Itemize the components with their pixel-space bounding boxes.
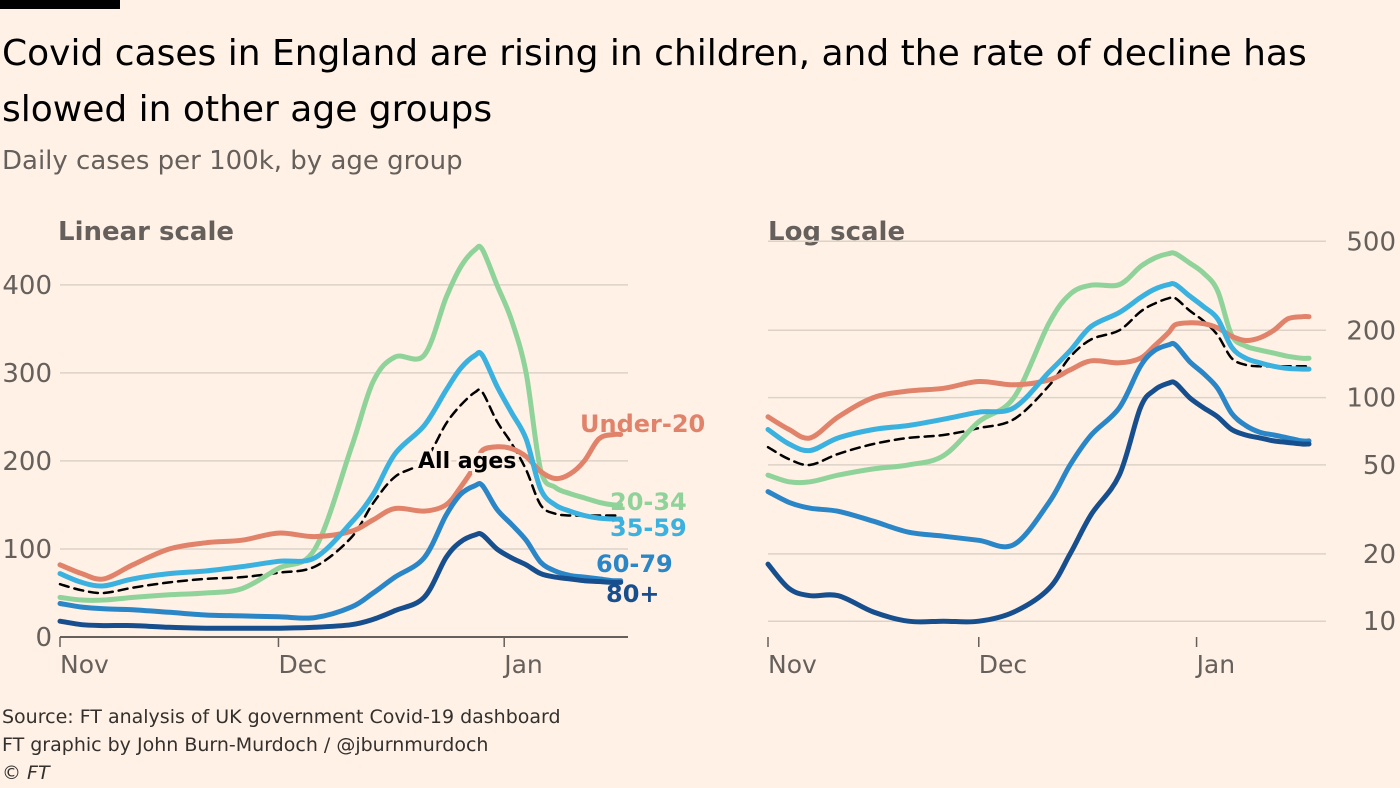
chart-subtitle: Daily cases per 100k, by age group bbox=[2, 146, 463, 176]
source-note: Source: FT analysis of UK government Cov… bbox=[2, 706, 561, 728]
series-line-a80plus bbox=[57, 531, 624, 631]
y-tick-label: 400 bbox=[2, 271, 52, 301]
ft-top-bar bbox=[0, 0, 120, 9]
x-tick-label: Nov bbox=[60, 650, 109, 679]
x-tick-label: Dec bbox=[278, 650, 326, 679]
x-tick-label: Dec bbox=[979, 650, 1027, 679]
series-line-a20_34 bbox=[57, 243, 624, 603]
series-line-a60_79 bbox=[57, 480, 624, 621]
y-tick-label: 200 bbox=[2, 447, 52, 477]
copyright-note: © FT bbox=[2, 762, 50, 784]
x-tick-label: Jan bbox=[1195, 650, 1236, 679]
y-tick-label: 20 bbox=[1363, 540, 1396, 570]
series-label-a35_59: 35-59 bbox=[610, 514, 687, 542]
y-tick-label: 300 bbox=[2, 359, 52, 389]
y-tick-label: 100 bbox=[2, 535, 52, 565]
y-tick-label: 10 bbox=[1363, 607, 1396, 637]
y-tick-label: 500 bbox=[1346, 227, 1396, 257]
series-label-a80plus: 80+ bbox=[606, 580, 660, 608]
series-label-a60_79: 60-79 bbox=[596, 550, 673, 578]
y-tick-label: 0 bbox=[35, 623, 52, 653]
x-tick-label: Nov bbox=[768, 650, 817, 679]
series-line-all_ages bbox=[58, 388, 622, 595]
series-label-all_ages: All ages bbox=[418, 449, 516, 474]
chart-title: Covid cases in England are rising in chi… bbox=[2, 33, 1307, 130]
panel-title-1: Log scale bbox=[768, 217, 905, 247]
series-label-under20: Under-20 bbox=[580, 410, 705, 438]
series-line-a80plus bbox=[765, 379, 1312, 625]
series-line-all_ages bbox=[766, 295, 1311, 467]
y-tick-label: 100 bbox=[1346, 384, 1396, 414]
series-line-a60_79 bbox=[765, 340, 1312, 550]
series-line-under20 bbox=[765, 314, 1312, 441]
credit-note: FT graphic by John Burn-Murdoch / @jburn… bbox=[2, 734, 489, 756]
footer: Source: FT analysis of UK government Cov… bbox=[2, 703, 561, 787]
y-tick-label: 50 bbox=[1363, 451, 1396, 481]
series-line-a20_34 bbox=[765, 250, 1312, 486]
y-tick-label: 200 bbox=[1346, 316, 1396, 346]
charts-svg: Linear scale 0 100 200 300 400 Nov Dec Jan Under-… bbox=[2, 217, 1396, 679]
series-label-a20_34: 20-34 bbox=[610, 488, 687, 516]
series-line-a35_59 bbox=[57, 349, 624, 589]
series-line-a35_59 bbox=[765, 281, 1312, 454]
series-line-under20 bbox=[57, 431, 624, 582]
x-tick-label: Jan bbox=[502, 650, 543, 679]
panel-title-0: Linear scale bbox=[58, 217, 234, 247]
